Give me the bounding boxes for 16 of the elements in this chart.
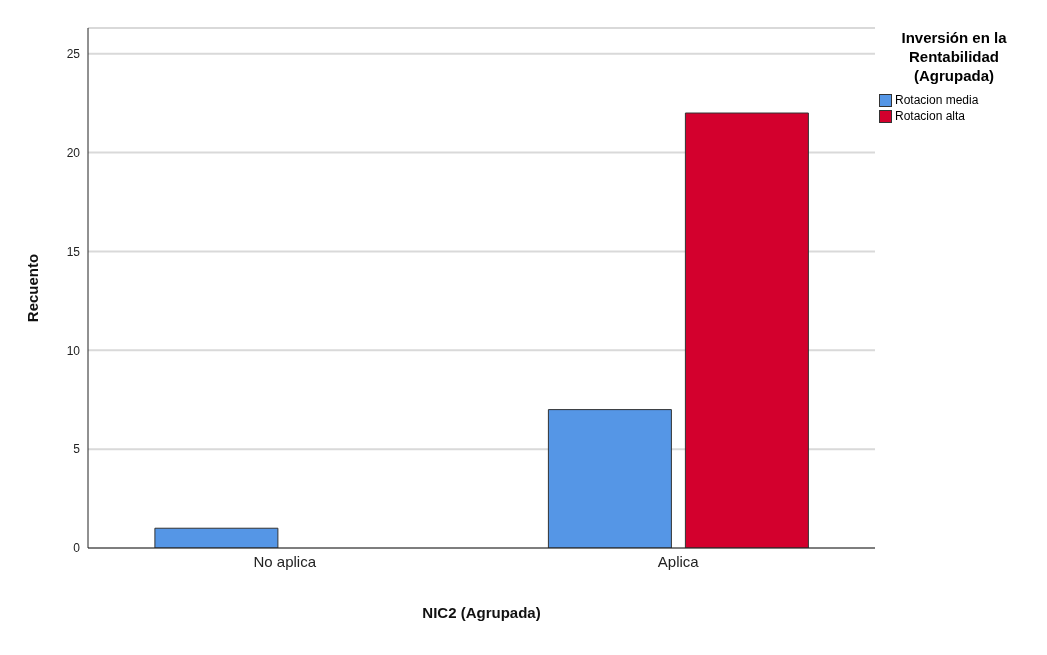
y-tick-label: 20 — [66, 145, 81, 160]
bar — [684, 112, 809, 548]
y-tick-label: 10 — [66, 343, 81, 358]
bar — [154, 527, 279, 548]
bar — [547, 409, 672, 548]
y-tick-label: 0 — [73, 541, 81, 556]
legend-label: Rotacion media — [895, 93, 979, 107]
y-tick-label: 5 — [73, 442, 81, 457]
y-tick-label: 25 — [66, 46, 81, 61]
legend-label: Rotacion alta — [895, 109, 966, 123]
x-axis-title: NIC2 (Agrupada) — [422, 604, 541, 621]
y-tick-label: 15 — [66, 244, 81, 259]
legend-title: Inversión en la Rentabilidad (Agrupada) — [900, 28, 1008, 85]
x-tick-label: Aplica — [657, 552, 700, 570]
y-axis-title: Recuento — [24, 253, 42, 323]
x-tick-label: No aplica — [253, 552, 317, 570]
